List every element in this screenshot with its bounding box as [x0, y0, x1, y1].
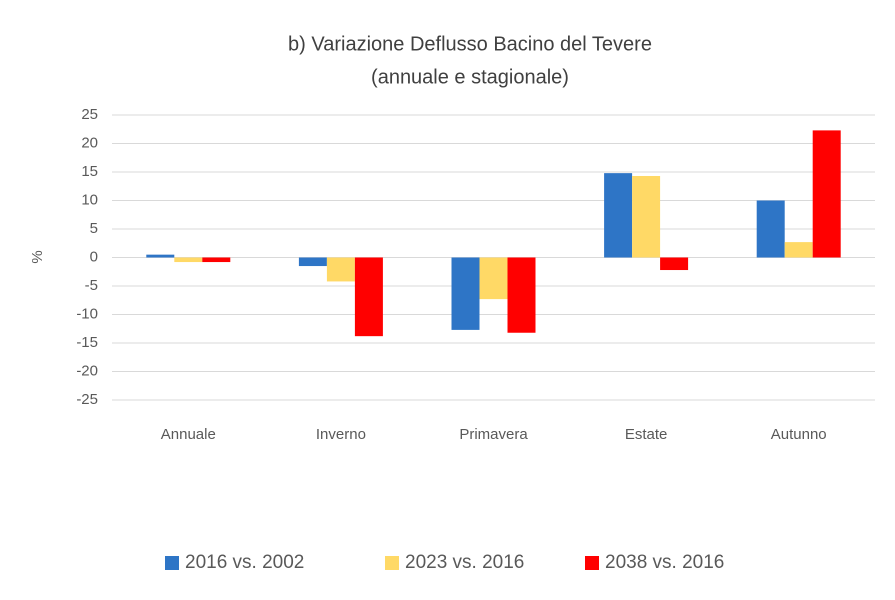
bar — [756, 200, 785, 258]
legend-label: 2016 vs. 2002 — [185, 552, 304, 573]
legend-swatch — [385, 556, 399, 570]
bar — [174, 257, 203, 263]
bar — [604, 173, 633, 258]
chart-title: b) Variazione Deflusso Bacino del Tevere — [288, 33, 652, 55]
bar — [202, 257, 231, 263]
y-tick-label: -25 — [76, 391, 98, 408]
y-tick-label: -10 — [76, 305, 98, 322]
x-tick-label: Primavera — [459, 426, 528, 443]
y-tick-label: 10 — [81, 191, 98, 208]
legend-swatch — [165, 556, 179, 570]
legend-label: 2038 vs. 2016 — [605, 552, 724, 573]
bar — [146, 254, 175, 258]
y-tick-label: 5 — [90, 220, 98, 237]
y-tick-label: 15 — [81, 163, 98, 180]
chart-subtitle: (annuale e stagionale) — [371, 66, 569, 88]
legend-swatch — [585, 556, 599, 570]
x-tick-label: Annuale — [161, 426, 216, 443]
y-tick-label: 20 — [81, 134, 98, 151]
x-tick-label: Inverno — [316, 426, 366, 443]
y-tick-label: -5 — [85, 277, 98, 294]
bar — [784, 242, 813, 258]
bar — [479, 257, 508, 300]
bar — [660, 257, 689, 271]
bar — [326, 257, 355, 282]
bar — [451, 257, 480, 330]
x-tick-label: Autunno — [771, 426, 827, 443]
x-tick-label: Estate — [625, 426, 668, 443]
bar — [812, 130, 841, 258]
y-tick-label: 25 — [81, 106, 98, 123]
bar — [632, 175, 661, 258]
bar — [298, 257, 327, 267]
y-tick-label: -15 — [76, 334, 98, 351]
y-tick-label: 0 — [90, 248, 98, 265]
y-tick-label: -20 — [76, 362, 98, 379]
bar — [507, 257, 536, 333]
bar — [354, 257, 383, 337]
y-axis-label: % — [29, 250, 46, 263]
legend-label: 2023 vs. 2016 — [405, 552, 524, 573]
